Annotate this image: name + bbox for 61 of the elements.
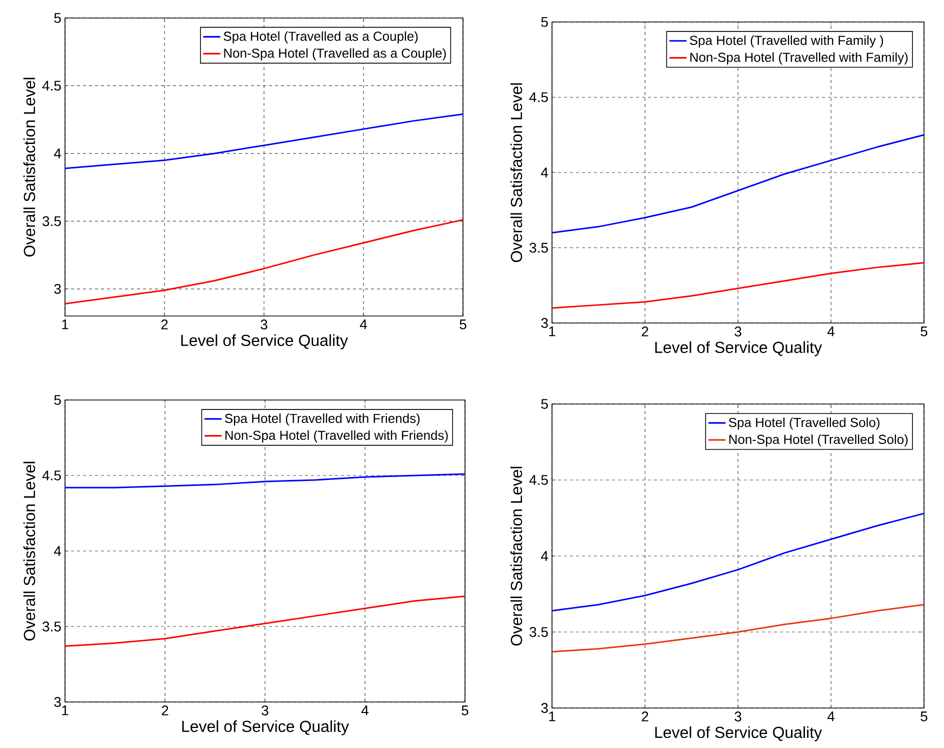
legend-label: Non-Spa Hotel (Travelled as a Couple) <box>224 48 446 60</box>
y-axis-title: Overall Satisfaction Level <box>510 466 522 646</box>
y-tick-label: 5 <box>541 17 548 27</box>
y-tick-label: 3.5 <box>530 242 548 253</box>
x-tick-label: 3 <box>262 706 268 716</box>
x-axis-title: Level of Service Quality <box>181 334 348 350</box>
x-tick-label: 4 <box>827 712 834 722</box>
y-tick-label: 4.5 <box>529 92 548 102</box>
x-tick-label: 1 <box>62 320 68 330</box>
x-tick-label: 2 <box>162 706 168 716</box>
x-tick-label: 1 <box>549 712 556 722</box>
x-tick-label: 4 <box>360 320 367 330</box>
y-tick-label: 5 <box>54 395 61 405</box>
x-tick-label: 5 <box>920 326 928 336</box>
y-tick-label: 4 <box>54 148 62 158</box>
x-tick-label: 3 <box>734 326 742 336</box>
y-tick-label: 3.5 <box>42 216 61 226</box>
y-tick-label: 3.5 <box>42 622 61 632</box>
x-tick-label: 4 <box>827 326 834 336</box>
x-tick-label: 5 <box>462 706 468 716</box>
line-series <box>65 596 466 647</box>
legend-label: Non-Spa Hotel (Travelled Solo) <box>729 434 908 447</box>
legend-label: Non-Spa Hotel (Travelled with Family) <box>690 52 908 64</box>
y-tick-label: 4 <box>54 546 62 556</box>
x-tick-label: 2 <box>161 320 168 330</box>
y-tick-label: 3 <box>54 697 61 707</box>
x-tick-label: 3 <box>734 712 742 722</box>
x-axis-title: Level of Service Quality <box>655 726 822 742</box>
y-axis-title: Overall Satisfaction Level <box>23 78 36 257</box>
x-axis-title: Level of Service Quality <box>655 341 822 356</box>
x-tick-label: 2 <box>642 712 648 722</box>
line-series <box>65 113 464 170</box>
legend-label: Spa Hotel (Travelled as a Couple) <box>224 31 418 44</box>
y-tick-label: 4.5 <box>42 80 61 91</box>
y-tick-label: 5 <box>54 13 61 23</box>
x-tick-label: 4 <box>361 706 368 716</box>
x-tick-label: 5 <box>920 712 928 722</box>
x-tick-label: 2 <box>642 326 648 336</box>
x-tick-label: 1 <box>549 326 556 336</box>
line-series <box>65 473 466 488</box>
legend-label: Spa Hotel (Travelled with Friends) <box>224 413 420 426</box>
x-tick-label: 3 <box>260 320 268 330</box>
legend-label: Spa Hotel (Travelled with Family ) <box>690 35 884 48</box>
x-axis-title: Level of Service Quality <box>182 720 349 736</box>
legend-label: Spa Hotel (Travelled Solo) <box>728 418 880 430</box>
y-tick-label: 3 <box>54 284 61 294</box>
line-series <box>552 512 924 612</box>
y-tick-label: 3.5 <box>530 627 548 637</box>
y-tick-label: 4.5 <box>529 475 548 485</box>
y-tick-label: 4 <box>541 551 548 561</box>
y-axis-title: Overall Satisfaction Level <box>510 83 522 262</box>
y-tick-label: 4 <box>541 168 548 178</box>
x-tick-label: 5 <box>460 320 466 330</box>
y-tick-label: 5 <box>541 399 548 409</box>
y-tick-label: 4.5 <box>42 470 61 480</box>
y-axis-title: Overall Satisfaction Level <box>23 462 36 641</box>
legend-label: Non-Spa Hotel (Travelled with Friends) <box>225 430 448 442</box>
line-series <box>552 604 924 653</box>
x-tick-label: 1 <box>62 706 68 716</box>
line-series <box>65 219 464 305</box>
line-series <box>552 262 924 309</box>
